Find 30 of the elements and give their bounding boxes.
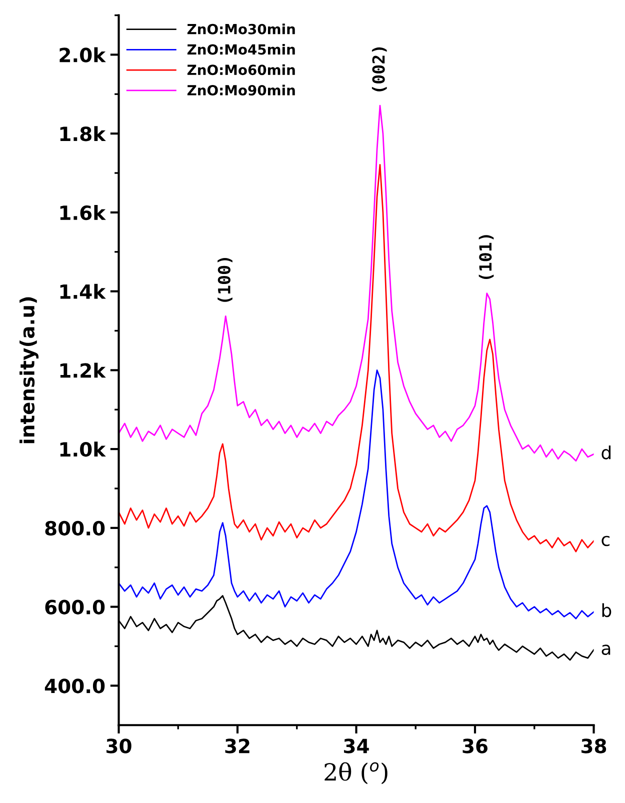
- x-tick-label: 32: [225, 738, 250, 754]
- y-tick-label: 1.2k: [60, 362, 106, 378]
- y-tick-label: 1.6k: [60, 205, 106, 220]
- annotation: (101): [478, 235, 494, 280]
- y-tick-label: 2.0k: [60, 47, 106, 62]
- y-tick-label: 600.0: [45, 600, 105, 614]
- legend-label: ZnO:Mo90min: [187, 84, 295, 96]
- line-series: [118, 369, 594, 620]
- legend-label: ZnO:Mo60min: [187, 64, 295, 76]
- legend-label: ZnO:Mo30min: [187, 24, 295, 34]
- annotation: d: [602, 445, 611, 460]
- y-tick-label: 1.8k: [60, 126, 106, 142]
- legend-label: ZnO:Mo45min: [187, 44, 295, 55]
- annotation: b: [602, 603, 612, 618]
- annotation: (002): [372, 47, 387, 92]
- y-axis-title: intensity(a.u): [20, 297, 38, 444]
- x-tick-label: 38: [582, 738, 606, 754]
- y-tick-label: 400.0: [44, 678, 105, 694]
- x-tick-label: 34: [344, 738, 369, 754]
- annotation: a: [602, 644, 610, 656]
- annotation: (100): [218, 258, 232, 302]
- x-tick-label: 36: [462, 738, 488, 754]
- y-tick-label: 1.4k: [60, 284, 106, 299]
- x-axis-title: 2θ ($^{o}$): [324, 762, 388, 784]
- x-tick-label: 30: [106, 738, 132, 754]
- line-series: [118, 104, 594, 462]
- line-series: [118, 164, 594, 552]
- y-tick-label: 1.0k: [60, 442, 106, 457]
- annotation: c: [602, 536, 610, 546]
- y-tick-label: 800.0: [45, 520, 105, 536]
